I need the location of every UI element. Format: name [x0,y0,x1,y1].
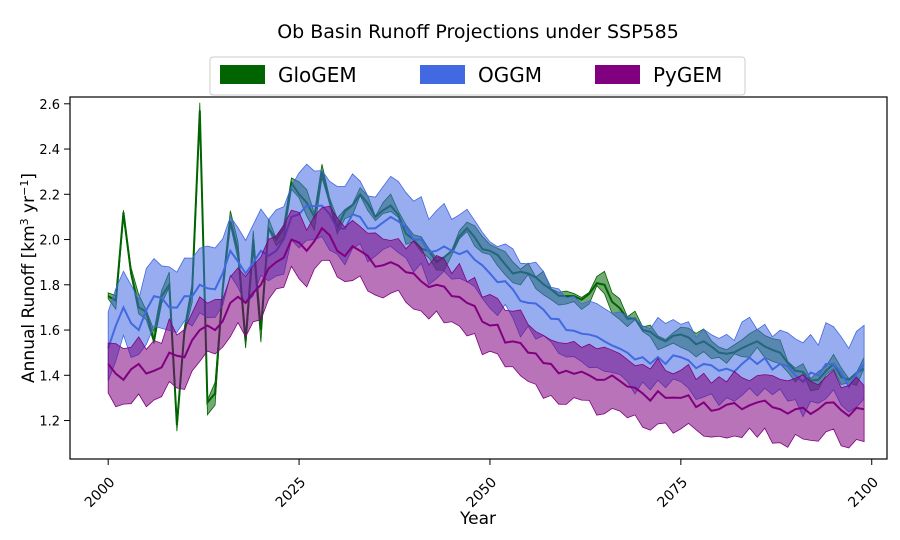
series-oggm [107,163,865,418]
y-axis-label: Annual Runoff [km3 yr−1] [18,173,40,383]
y-axis: 1.2 1.4 1.6 1.8 2.0 2.2 2.4 2.6 [39,98,70,430]
x-axis: 2000 2025 2050 2075 2100 [82,459,882,511]
band-pygem [107,205,865,449]
y-tick-label: 2.4 [39,143,60,158]
legend-swatch-pygem [595,65,640,84]
x-tick-label: 2025 [273,474,310,511]
y-tick-label: 1.8 [39,279,60,294]
legend-swatch-oggm [420,65,465,84]
plot-frame [69,96,888,460]
y-tick-label: 1.4 [39,369,60,384]
line-oggm [107,204,865,389]
legend-label-gloGEM: GloGEM [278,63,357,87]
series-pygem [107,205,865,449]
y-tick-label: 1.2 [39,415,60,430]
y-tick-label: 2.2 [39,188,60,203]
legend-label-pygem: PyGEM [653,63,722,87]
legend: GloGEM OGGM PyGEM [209,56,746,96]
x-tick-label: 2000 [82,474,119,511]
x-tick-label: 2075 [655,474,692,511]
x-axis-label: Year [459,509,496,529]
chart-title: Ob Basin Runoff Projections under SSP585 [277,21,679,43]
y-tick-label: 2.6 [39,98,60,113]
x-tick-label: 2100 [845,474,882,511]
legend-swatch-gloGEM [220,65,265,84]
plot-area [107,102,865,449]
y-tick-label: 2.0 [39,234,60,249]
band-oggm [107,163,865,418]
line-pygem [107,226,865,418]
x-tick-label: 2050 [464,474,501,511]
legend-label-oggm: OGGM [478,63,542,87]
y-tick-label: 1.6 [39,324,60,339]
